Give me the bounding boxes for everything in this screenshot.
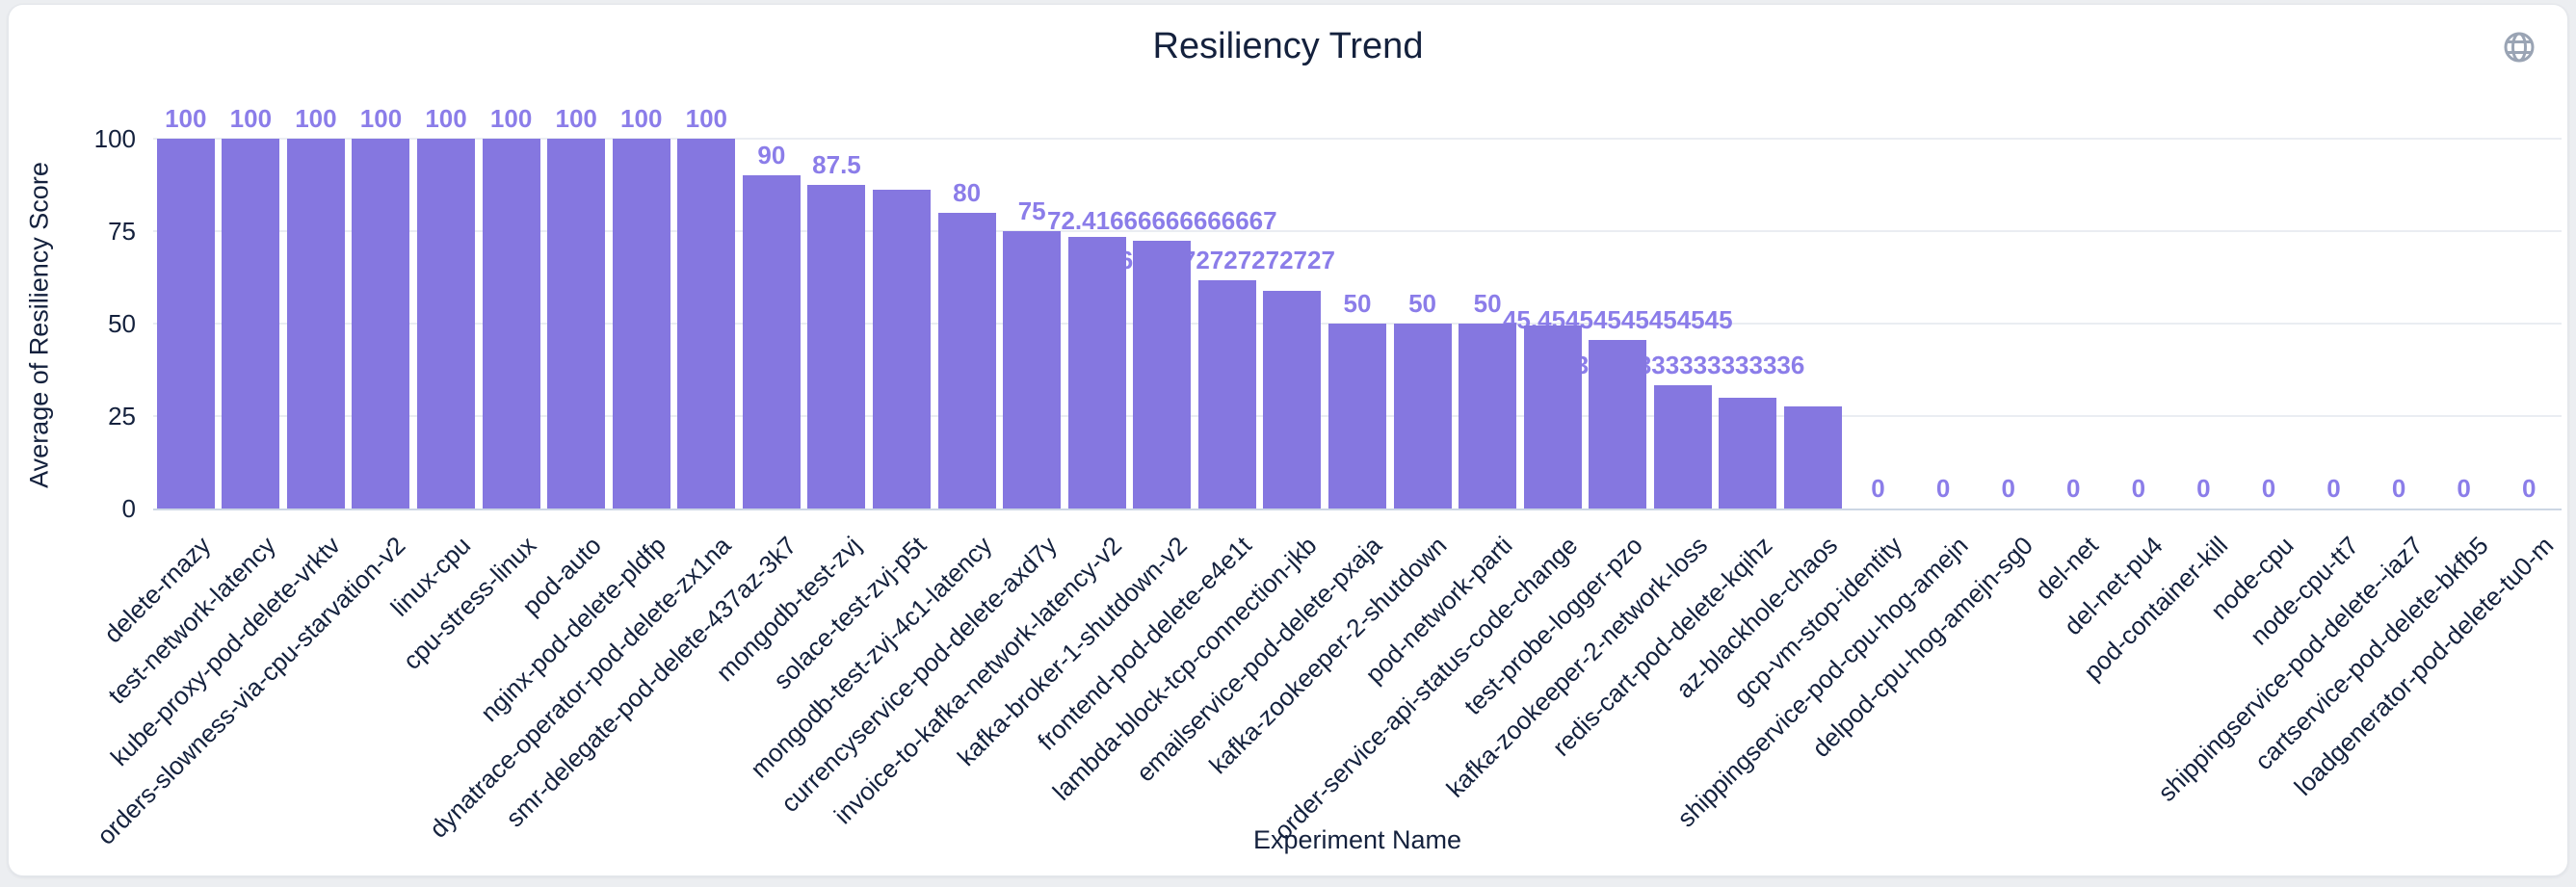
bar-kafka-zookeeper-2-shutdown[interactable] (1393, 324, 1452, 509)
bar-emailservice-pod-delete-pxaja[interactable] (1328, 324, 1386, 509)
chart-title: Resiliency Trend (1152, 26, 1424, 66)
bar-value-label: 100 (229, 104, 273, 133)
y-tick-label: 75 (108, 217, 136, 246)
bar-value-label: 50 (1408, 289, 1437, 318)
bar-value-label: 100 (685, 104, 728, 133)
bar-value-label: 100 (165, 104, 207, 133)
bar-order-service-api-status-code-change[interactable] (1523, 325, 1582, 509)
bar-value-label: 100 (489, 104, 533, 133)
bar-value-label: 100 (359, 104, 403, 133)
bar-value-label: 0 (2391, 474, 2406, 503)
bar-value-label: 90 (757, 141, 786, 170)
bar-value-label: 0 (2131, 474, 2146, 503)
bar-value-label: 100 (555, 104, 597, 133)
bar-kube-proxy-pod-delete-vrktv[interactable] (286, 139, 345, 509)
y-tick-label: 100 (93, 124, 136, 153)
bar-pod-auto[interactable] (547, 139, 606, 509)
bar-value-label: 0 (2001, 474, 2015, 503)
x-axis-line (153, 509, 2562, 510)
bar-currencyservice-pod-delete-axd7y[interactable] (1003, 231, 1062, 509)
bar-kafka-broker-1-shutdown-v2[interactable] (1133, 240, 1192, 509)
plot-area: Average of Resiliency Score 0 25 50 75 100 10… (9, 5, 2576, 887)
bar-delete-rnazy[interactable] (156, 139, 215, 509)
bar-test-network-latency[interactable] (222, 139, 280, 509)
bar-orders-slowness-via-cpu-starvation-v2[interactable] (352, 139, 410, 509)
bar-value-label: 0 (2521, 474, 2537, 503)
gridline (153, 138, 2562, 140)
bar-value-label: 72.41666666666667 (1047, 205, 1277, 235)
bar-value-label: 0 (2196, 474, 2211, 503)
bar-frontend-pod-delete-e4e1t[interactable] (1197, 279, 1256, 509)
bar-value-label: 0 (2066, 474, 2081, 503)
bar-value-label: 75 (1017, 196, 1046, 225)
bar-value-label: 100 (620, 104, 663, 133)
bar-az-blackhole-chaos[interactable] (1783, 406, 1842, 509)
bar-pod-network-parti[interactable] (1459, 324, 1517, 509)
bar-value-label: 50 (1473, 289, 1502, 318)
bar-cpu-stress-linux[interactable] (482, 139, 540, 509)
bar-test-probe-logger-pzo[interactable] (1589, 340, 1647, 509)
bar-linux-cpu[interactable] (417, 139, 476, 509)
bar-value-label: 0 (1871, 474, 1885, 503)
bar-value-label: 0 (1935, 474, 1951, 503)
gridline (153, 230, 2562, 232)
bar-mongodb-test-zvj[interactable] (807, 185, 866, 509)
bar-kafka-zookeeper-2-network-loss[interactable] (1653, 385, 1712, 509)
bar-value-label: 0 (2261, 474, 2276, 503)
globe-icon (2500, 32, 2538, 69)
bar-solace-test-zvj-p5t[interactable] (873, 189, 932, 509)
bar-value-label: 100 (295, 104, 337, 133)
y-tick-label: 50 (108, 309, 136, 338)
bar-value-label: 100 (425, 104, 467, 133)
y-tick-label: 25 (108, 402, 136, 430)
globe-icon-button[interactable] (2500, 28, 2538, 66)
bar-value-label: 80 (953, 177, 982, 207)
bar-value-label: 0 (2326, 474, 2341, 503)
bar-lambda-block-tcp-connection-jkb[interactable] (1263, 291, 1322, 509)
bar-nginx-pod-delete-pldfp[interactable] (612, 139, 670, 509)
y-tick-label: 0 (121, 494, 136, 523)
x-axis-title: Experiment Name (1252, 825, 1462, 854)
bar-mongodb-test-zvj-4c1-latency[interactable] (937, 212, 996, 509)
bar-value-label: 87.5 (812, 150, 861, 179)
chart-card: Resiliency Trend Average of Resiliency S… (8, 4, 2568, 876)
bar-smr-delegate-pod-delete-437az-3k7[interactable] (742, 175, 801, 509)
bar-value-label: 50 (1343, 289, 1372, 318)
bar-invoice-to-kafka-network-latency-v2[interactable] (1067, 236, 1126, 509)
bar-dynatrace-operator-pod-delete-zx1na[interactable] (677, 139, 736, 509)
bar-redis-cart-pod-delete-kqihz[interactable] (1719, 397, 1777, 509)
bar-value-label: 0 (2457, 474, 2471, 503)
